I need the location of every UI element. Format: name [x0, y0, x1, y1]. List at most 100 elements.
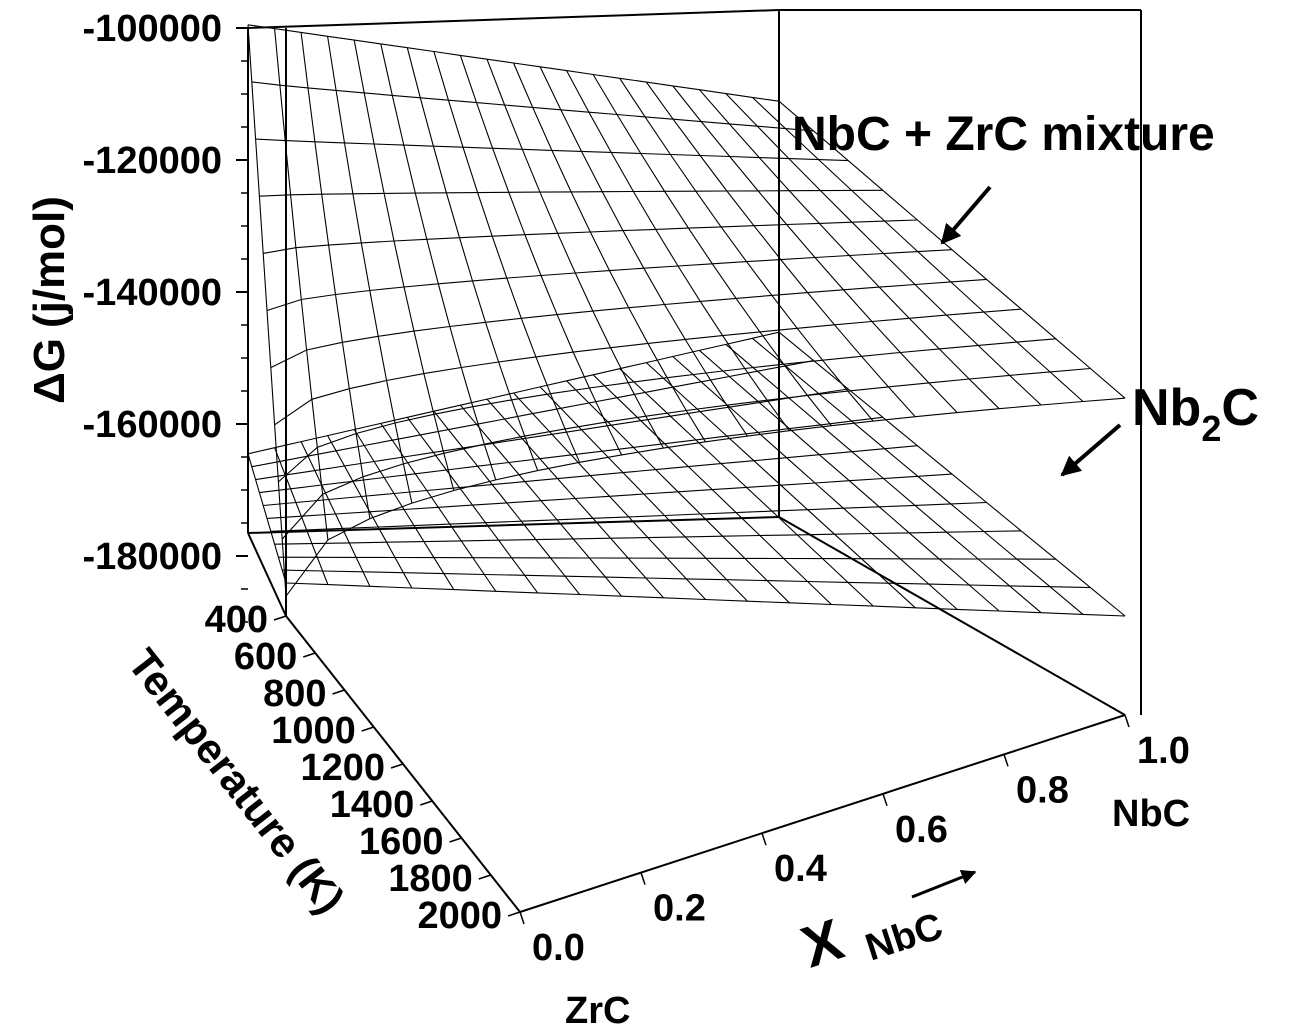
- temperature-tick-label: 1600: [359, 821, 444, 863]
- temperature-tick-label: 2000: [417, 895, 502, 937]
- mesh-line-composition: [778, 331, 1126, 617]
- annotation-mixture-label: NbC + ZrC mixture: [792, 108, 1215, 161]
- z-tick-label: -160000: [83, 404, 222, 446]
- mesh-line-composition: [725, 343, 1042, 614]
- composition-tick-mark: [1003, 754, 1009, 767]
- mesh-line-composition: [300, 441, 371, 587]
- temperature-tick-mark: [478, 874, 491, 880]
- mesh-line-composition: [459, 55, 623, 456]
- mesh-line-composition: [406, 416, 539, 594]
- mesh-line-temperature: [281, 367, 1091, 540]
- temperature-tick-mark: [449, 837, 462, 843]
- annotation-nb2c-sub: 2: [1201, 408, 1221, 449]
- temperature-tick-mark: [332, 689, 345, 695]
- temperature-tick-mark: [361, 726, 374, 732]
- temperature-tick-mark: [390, 763, 404, 769]
- mesh-line-composition: [592, 374, 832, 605]
- z-tick-label: -180000: [83, 536, 222, 578]
- mesh-line-composition: [459, 404, 623, 597]
- mesh-line-composition: [433, 410, 581, 595]
- mesh-line-composition: [698, 89, 1000, 410]
- mesh-line-composition: [353, 39, 455, 491]
- temperature-tick-label: 1800: [388, 858, 473, 900]
- temperature-tick-mark: [420, 800, 433, 806]
- composition-tick-mark: [640, 872, 646, 885]
- mesh-line-composition: [380, 423, 497, 592]
- mesh-line-composition: [274, 447, 329, 585]
- frame-floor-back: [247, 516, 780, 534]
- z-axis-ticks: -100000 -120000 -140000 -160000 -180000: [83, 8, 248, 623]
- mesh-line-composition: [778, 100, 1126, 399]
- composition-tick-label: 0.6: [895, 809, 948, 851]
- annotation-mixture-arrow: [940, 185, 992, 245]
- mesh-line-composition: [406, 47, 539, 471]
- mesh-line-composition: [619, 368, 874, 607]
- mesh-line-composition: [247, 453, 287, 584]
- mesh-line-composition: [672, 85, 958, 413]
- mesh-line-composition: [699, 349, 1000, 612]
- mesh-line-composition: [327, 36, 413, 504]
- mesh-line-composition: [512, 62, 706, 443]
- z-axis-title: ΔG (j/mol): [25, 196, 74, 404]
- temperature-tick-label: 600: [234, 636, 297, 678]
- mesh-line-composition: [380, 43, 497, 481]
- composition-direction-arrow: [911, 870, 977, 899]
- temperature-tick-mark: [273, 615, 287, 621]
- mesh-line-temperature: [278, 338, 1056, 483]
- temperature-tick-label: 1200: [300, 747, 385, 789]
- composition-tick-label: 0.8: [1016, 769, 1069, 811]
- composition-axis-title-main: X: [794, 906, 851, 980]
- temperature-tick-mark: [507, 911, 521, 917]
- composition-axis-title-sub: NbC: [861, 905, 948, 969]
- mesh-line-composition: [353, 429, 455, 590]
- annotation-nb2c-arrow: [1060, 423, 1122, 477]
- frame-floor-left-back: [247, 532, 287, 617]
- temperature-tick-label: 400: [205, 599, 268, 641]
- temperature-tick-label: 1000: [271, 710, 356, 752]
- composition-tick-mark: [761, 832, 767, 846]
- surface-nbc-zrc-mixture: [247, 24, 1126, 597]
- z-tick-label: -120000: [83, 140, 222, 182]
- mesh-line-composition: [274, 28, 329, 540]
- annotation-nb2c-tail: C: [1221, 379, 1259, 437]
- composition-tick-label: 0.4: [774, 848, 827, 890]
- mesh-line-composition: [433, 51, 581, 463]
- z-tick-label: -140000: [83, 272, 222, 314]
- mesh-line-composition: [566, 380, 790, 604]
- mesh-line-composition: [566, 70, 790, 432]
- mesh-line-composition: [645, 81, 916, 418]
- x-end-label-nbc: NbC: [1112, 793, 1190, 835]
- mesh-line-composition: [619, 77, 874, 422]
- mesh-line-composition: [592, 74, 832, 427]
- mesh-line-composition: [300, 32, 371, 519]
- composition-axis-ticks: 0.0 0.2 0.4 0.6 0.8 1.0: [519, 714, 1190, 969]
- mesh-line-composition: [486, 59, 664, 449]
- z-tick-label: -100000: [83, 8, 222, 50]
- mesh-line-composition: [672, 356, 958, 610]
- temperature-tick-mark: [303, 652, 316, 658]
- mesh-line-temperature: [263, 219, 918, 254]
- z-axis-title-prefix: ΔG: [25, 338, 74, 404]
- surface-nb2c: [247, 331, 1126, 617]
- mesh-line-temperature: [285, 397, 1126, 597]
- composition-tick-label: 0.0: [532, 927, 585, 969]
- mesh-line-composition: [752, 96, 1084, 402]
- mesh-line-temperature: [274, 308, 1022, 426]
- annotation-nb2c-label: Nb2C: [1132, 379, 1259, 449]
- mesh-line-composition: [513, 392, 706, 600]
- mesh-line-composition: [725, 93, 1042, 406]
- mesh-line-composition: [752, 337, 1084, 615]
- mesh-line-composition: [539, 386, 748, 602]
- mesh-line-composition: [327, 435, 413, 589]
- mesh-line-composition: [645, 362, 916, 609]
- composition-tick-label: 1.0: [1137, 730, 1190, 772]
- annotation-nb2c-main: Nb: [1132, 379, 1201, 437]
- mesh-line-composition: [247, 24, 287, 597]
- mesh-line-composition: [486, 398, 664, 599]
- frame-floor-x-edge: [519, 714, 1126, 913]
- z-axis-title-unit: (j/mol): [25, 196, 74, 328]
- composition-tick-label: 0.2: [653, 888, 706, 930]
